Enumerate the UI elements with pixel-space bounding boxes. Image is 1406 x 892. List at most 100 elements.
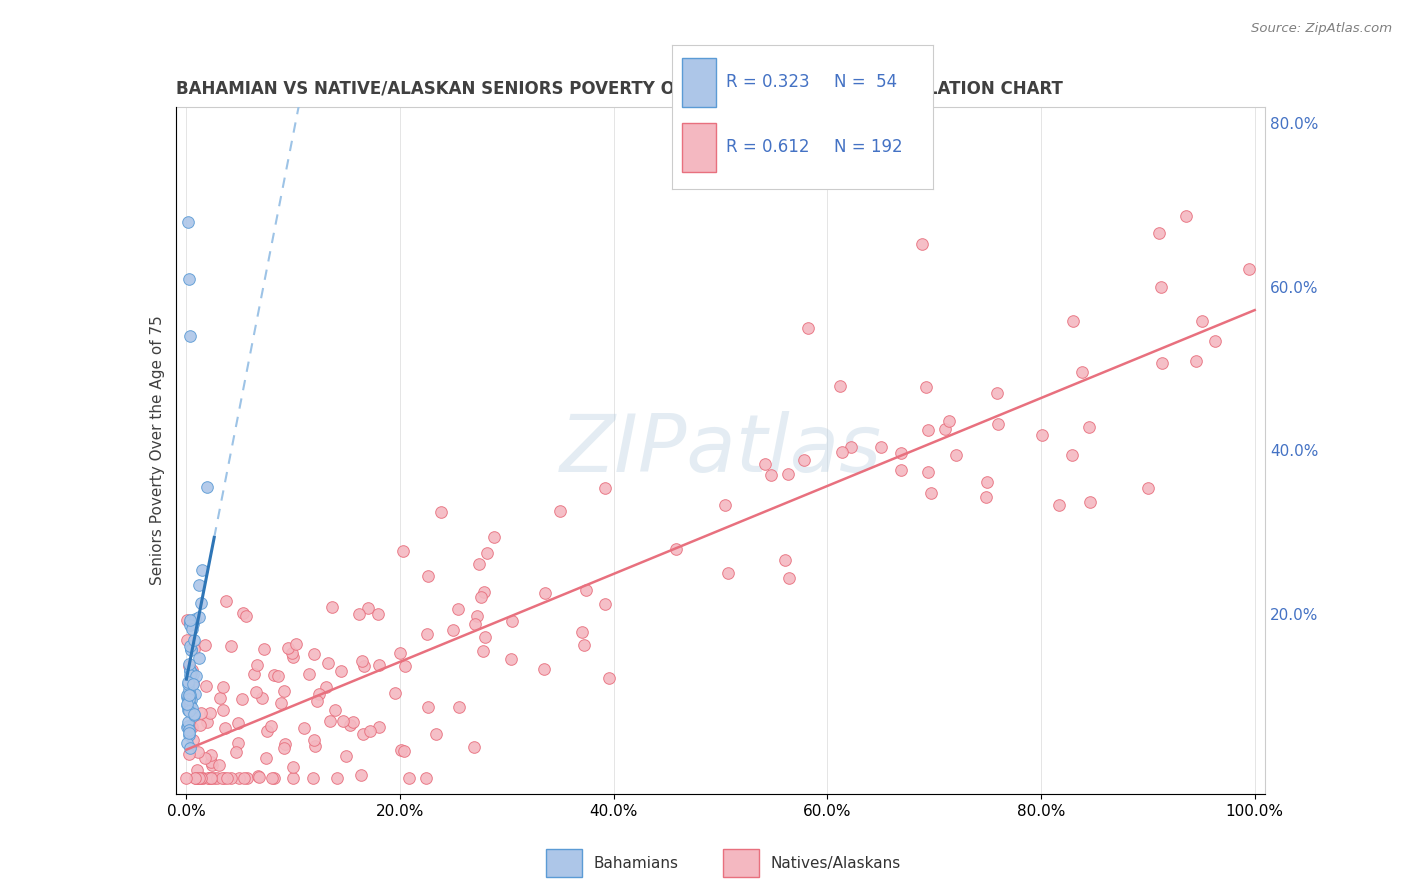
Point	[188, 651, 211, 665]
Point	[714, 498, 737, 512]
Point	[190, 771, 212, 785]
Point	[219, 771, 242, 785]
Point	[367, 658, 389, 673]
Point	[347, 607, 370, 621]
Point	[179, 747, 201, 762]
Point	[176, 714, 198, 729]
Point	[181, 733, 204, 747]
Point	[987, 417, 1010, 432]
Point	[177, 726, 200, 740]
Point	[389, 743, 412, 757]
Point	[176, 613, 198, 627]
Point	[281, 771, 304, 785]
Point	[184, 771, 207, 785]
Point	[308, 687, 330, 701]
FancyBboxPatch shape	[723, 849, 759, 877]
Point	[176, 736, 198, 750]
Text: R = 0.323: R = 0.323	[727, 73, 810, 91]
Point	[392, 743, 415, 757]
Point	[316, 657, 339, 671]
Point	[179, 329, 201, 343]
Point	[415, 771, 437, 785]
Point	[226, 736, 249, 750]
Point	[180, 665, 202, 680]
Point	[828, 379, 851, 393]
Point	[176, 698, 198, 712]
Point	[177, 690, 200, 705]
Point	[263, 668, 285, 682]
Point	[179, 663, 201, 677]
Point	[392, 544, 415, 558]
Point	[839, 440, 862, 454]
Point	[211, 703, 233, 717]
Point	[232, 606, 254, 620]
Point	[281, 650, 304, 665]
Point	[183, 707, 205, 722]
Point	[190, 706, 212, 721]
Point	[200, 747, 222, 762]
Point	[267, 669, 290, 683]
Point	[270, 696, 292, 710]
Point	[273, 683, 295, 698]
Point	[1137, 481, 1160, 495]
Point	[367, 607, 389, 621]
Point	[247, 769, 270, 783]
Point	[1237, 261, 1260, 276]
Point	[181, 675, 204, 690]
Point	[368, 720, 391, 734]
Point	[302, 733, 325, 747]
Point	[986, 386, 1008, 401]
Point	[472, 585, 495, 599]
Point	[398, 771, 420, 785]
Text: Bahamians: Bahamians	[593, 855, 678, 871]
Point	[179, 690, 201, 705]
Point	[256, 724, 278, 739]
Point	[1147, 226, 1170, 240]
Point	[315, 681, 337, 695]
Point	[359, 723, 381, 738]
Point	[183, 632, 205, 647]
Point	[179, 668, 201, 682]
Point	[181, 677, 204, 691]
Point	[214, 722, 236, 736]
Point	[183, 688, 205, 702]
Point	[571, 625, 593, 640]
Point	[181, 701, 204, 715]
Point	[464, 616, 486, 631]
Point	[284, 637, 307, 651]
Point	[235, 609, 257, 624]
Point	[217, 771, 239, 785]
Point	[318, 714, 340, 728]
Point	[277, 641, 299, 656]
Point	[534, 586, 557, 600]
Point	[181, 663, 204, 677]
Point	[475, 546, 498, 560]
Point	[195, 479, 218, 493]
Point	[252, 691, 274, 706]
Point	[831, 444, 853, 458]
Point	[425, 727, 447, 741]
Point	[665, 541, 688, 556]
Point	[191, 563, 214, 577]
Point	[181, 677, 204, 691]
Point	[463, 740, 485, 755]
Text: N = 192: N = 192	[834, 138, 903, 156]
Point	[890, 446, 912, 460]
Point	[260, 718, 283, 732]
Point	[214, 771, 236, 785]
Point	[934, 422, 956, 436]
Point	[200, 771, 222, 785]
Point	[394, 658, 416, 673]
Point	[976, 475, 998, 489]
Point	[179, 615, 201, 629]
Point	[177, 682, 200, 697]
Point	[917, 465, 939, 479]
Point	[501, 614, 523, 628]
Point	[416, 569, 439, 583]
Point	[177, 723, 200, 738]
Point	[1062, 448, 1084, 462]
Text: N =  54: N = 54	[834, 73, 897, 91]
Point	[1204, 334, 1226, 348]
Point	[759, 468, 782, 483]
Point	[323, 703, 346, 717]
